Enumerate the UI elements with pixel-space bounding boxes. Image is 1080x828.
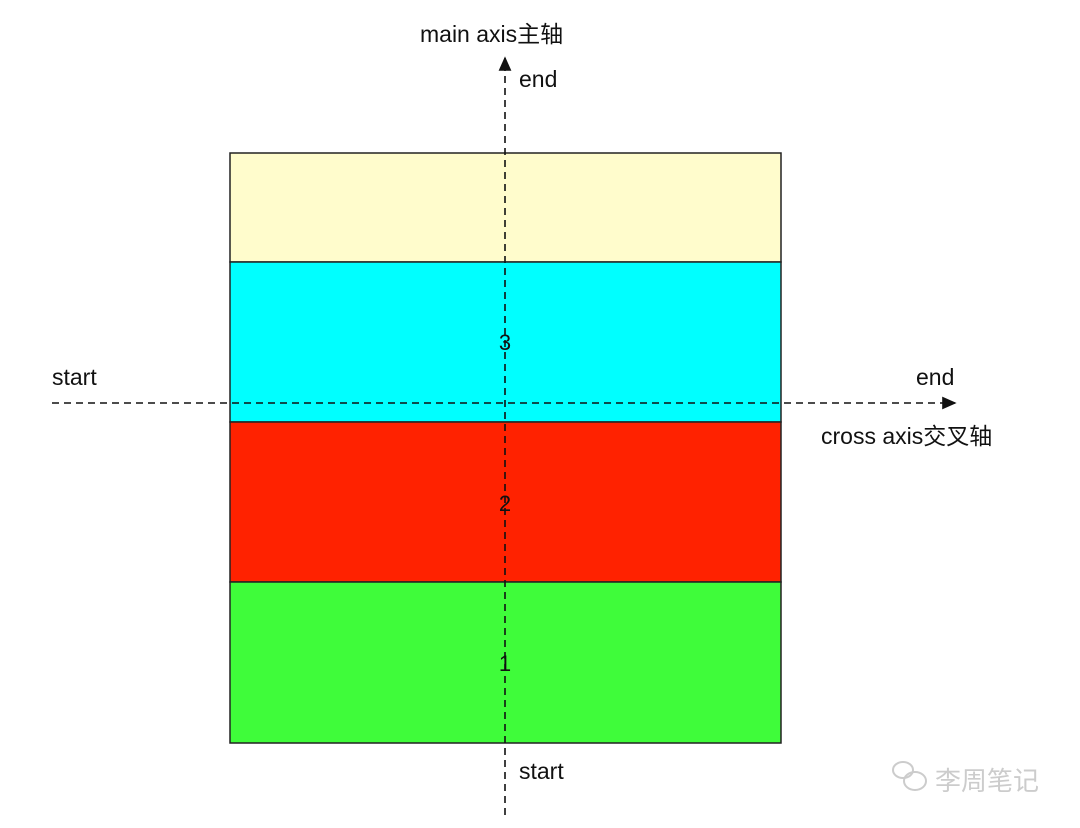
cross-axis-end: end [916, 364, 954, 390]
item-label-1: 1 [499, 651, 511, 676]
item-block-top [229, 152, 782, 263]
main-axis-label: main axis主轴 [420, 21, 563, 47]
watermark-text: 李周笔记 [935, 766, 1039, 796]
cross-axis-label: cross axis交叉轴 [821, 423, 992, 449]
item-label-2: 2 [499, 491, 511, 516]
main-axis-start: start [519, 758, 564, 784]
wechat-icon [892, 761, 927, 791]
main-axis-end: end [519, 66, 557, 92]
cross-axis-start: start [52, 364, 97, 390]
